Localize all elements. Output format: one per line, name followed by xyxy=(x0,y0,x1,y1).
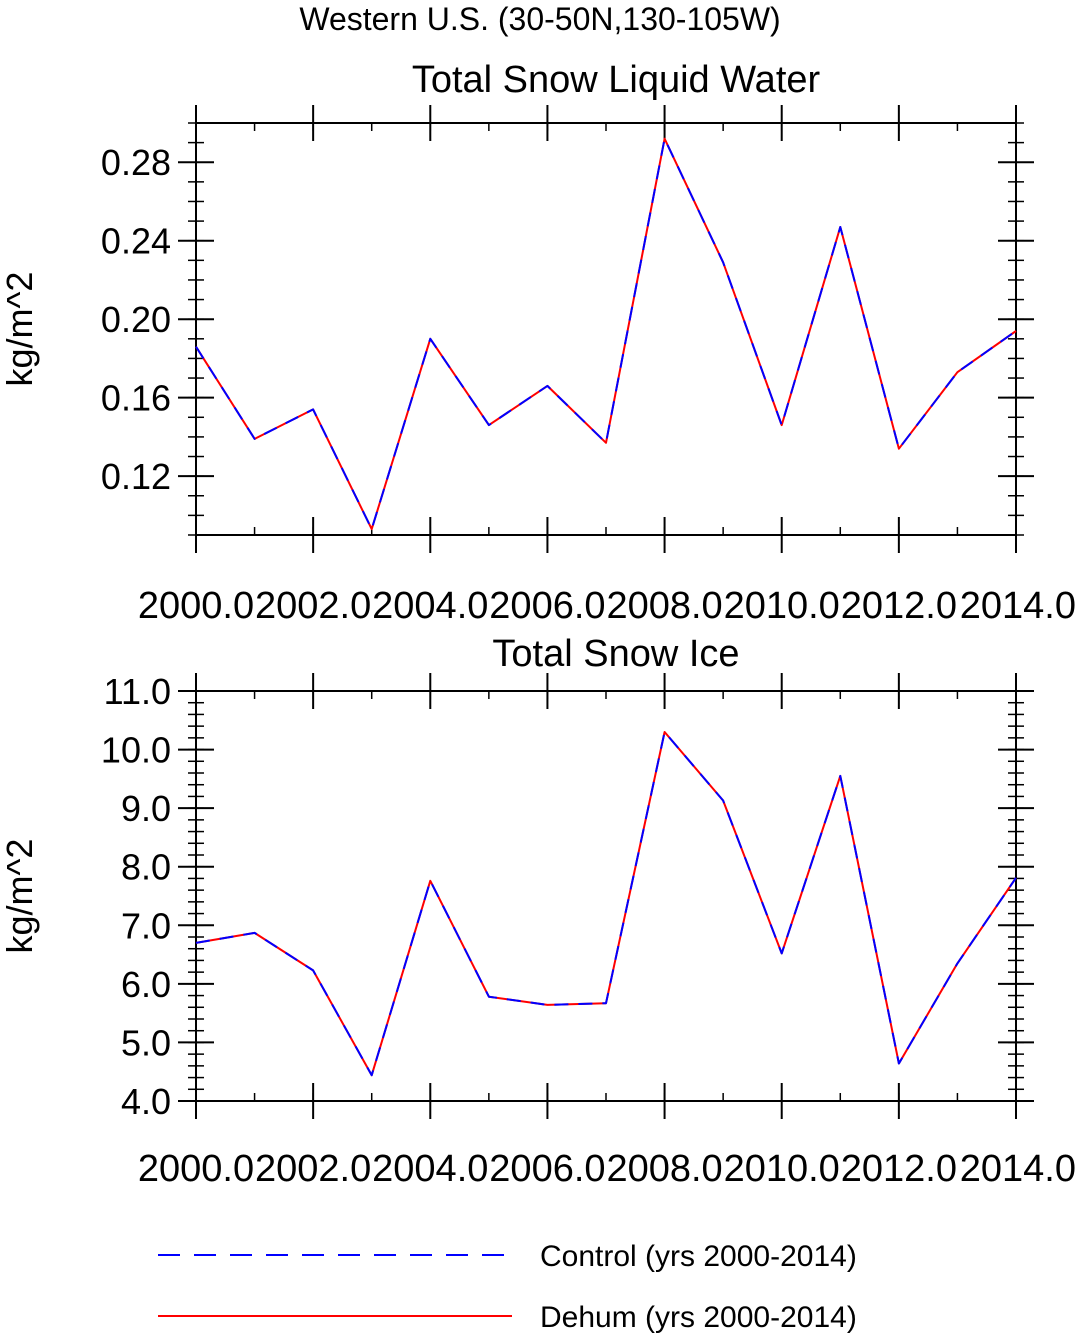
x-tick-label: 2000.0 xyxy=(138,1148,254,1190)
series-line-control xyxy=(195,137,1017,531)
series-line-dehum xyxy=(195,731,1017,1077)
x-tick-label: 2014.0 xyxy=(960,1148,1076,1190)
y-tick-label: 0.20 xyxy=(101,299,171,340)
x-tick-label: 2006.0 xyxy=(489,1148,605,1190)
x-tick-label: 2010.0 xyxy=(724,585,840,627)
x-tick-label: 2004.0 xyxy=(372,585,488,627)
figure-title: Western U.S. (30-50N,130-105W) xyxy=(299,1,780,37)
y-tick-label: 4.0 xyxy=(121,1081,171,1122)
y-tick-label: 0.12 xyxy=(101,456,171,497)
y-tick-label: 9.0 xyxy=(121,788,171,829)
x-tick-label: 2012.0 xyxy=(841,585,957,627)
y-tick-label: 11.0 xyxy=(104,671,171,712)
series-line-dehum xyxy=(195,137,1017,531)
x-tick-label: 2006.0 xyxy=(489,585,605,627)
x-tick-label: 2014.0 xyxy=(960,585,1076,627)
y-tick-label: 10.0 xyxy=(101,730,171,771)
x-tick-label: 2010.0 xyxy=(724,1148,840,1190)
x-tick-label: 2000.0 xyxy=(138,585,254,627)
y-axis-label: kg/m^2 xyxy=(0,272,40,387)
x-tick-label: 2008.0 xyxy=(606,585,722,627)
chart-panel-snow-ice: Total Snow Ice kg/m^2 4.0 5.0 6.0 7.0 8.0 9.0 10… xyxy=(0,633,1076,1190)
y-tick-label: 0.24 xyxy=(101,221,171,262)
legend-control-label: Control (yrs 2000-2014) xyxy=(540,1240,857,1273)
x-tick-label: 2002.0 xyxy=(255,1148,371,1190)
y-tick-label: 5.0 xyxy=(121,1022,171,1063)
chart-title: Total Snow Ice xyxy=(492,633,739,675)
y-tick-label: 0.28 xyxy=(101,142,171,183)
chart-panel-snow-liquid-water: Total Snow Liquid Water kg/m^2 0.12 0.16 0.2… xyxy=(0,59,1076,627)
y-tick-label: 0.16 xyxy=(101,378,171,419)
x-tick-label: 2008.0 xyxy=(606,1148,722,1190)
x-tick-label: 2002.0 xyxy=(255,585,371,627)
legend-dehum-label: Dehum (yrs 2000-2014) xyxy=(540,1301,857,1334)
chart-title: Total Snow Liquid Water xyxy=(412,59,821,101)
y-tick-label: 6.0 xyxy=(121,964,171,1005)
x-tick-label: 2012.0 xyxy=(841,1148,957,1190)
series-line-control xyxy=(195,731,1017,1077)
legend: Control (yrs 2000-2014) Dehum (yrs 2000-… xyxy=(158,1240,857,1334)
y-axis-label: kg/m^2 xyxy=(0,839,40,954)
y-tick-label: 8.0 xyxy=(121,847,171,888)
y-tick-label: 7.0 xyxy=(121,905,171,946)
x-tick-label: 2004.0 xyxy=(372,1148,488,1190)
plot-frame xyxy=(195,122,1017,536)
